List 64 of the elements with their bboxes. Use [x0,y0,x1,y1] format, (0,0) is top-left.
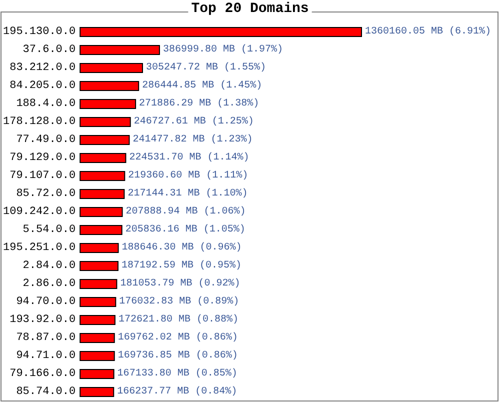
y-tick-label: 85.74.0.0 [16,386,76,398]
bar [80,243,119,253]
y-tick-label: 193.92.0.0 [10,314,76,326]
y-tick-label: 178.128.0.0 [2,116,76,128]
y-tick-label: 2.86.0.0 [22,278,76,290]
data-label: 1360160.05 MB (6.91%) [365,26,492,38]
y-tick-label: 79.107.0.0 [10,170,76,182]
y-tick-label: 79.129.0.0 [10,152,76,164]
y-tick-label: 195.130.0.0 [2,26,76,38]
data-label: 187192.59 MB (0.95%) [121,260,242,272]
bar [80,171,126,181]
y-tick-label: 83.212.0.0 [10,62,76,74]
data-label: 224531.70 MB (1.14%) [129,152,250,164]
bar [80,261,118,271]
data-label: 286444.85 MB (1.45%) [142,80,262,92]
data-label: 386999.80 MB (1.97%) [162,44,283,56]
bar [80,369,114,379]
bar [80,63,143,73]
y-tick-label: 195.251.0.0 [2,242,76,254]
data-label: 217144.31 MB (1.10%) [128,188,248,200]
y-tick-label: 79.166.0.0 [10,368,76,380]
data-label: 176032.83 MB (0.89%) [119,296,240,308]
bar [80,279,118,289]
bar [80,135,130,145]
y-tick-label: 85.72.0.0 [16,188,76,200]
bar [80,153,126,163]
y-tick-label: 94.71.0.0 [16,350,76,362]
data-label: 246727.61 MB (1.25%) [134,116,254,128]
bar [80,189,125,199]
y-tick-label: 94.70.0.0 [16,296,76,308]
y-tick-label: 78.87.0.0 [16,332,76,344]
data-label: 169762.02 MB (0.86%) [118,332,238,344]
data-label: 166237.77 MB (0.84%) [117,386,238,398]
data-label: 207888.94 MB (1.06%) [126,206,246,218]
y-tick-label: 84.205.0.0 [10,80,76,92]
bar [80,81,140,91]
y-tick-label: 37.6.0.0 [22,44,76,56]
chart-title: Top 20 Domains [191,1,309,17]
data-label: 167133.80 MB (0.85%) [117,368,238,380]
bar [80,99,136,109]
y-tick-label: 77.49.0.0 [16,134,76,146]
data-label: 169736.85 MB (0.86%) [118,350,238,362]
bar [80,207,123,217]
bar [80,315,116,325]
y-tick-label: 5.54.0.0 [22,224,76,236]
bar [80,387,114,397]
data-label: 271886.29 MB (1.38%) [139,98,260,110]
data-label: 241477.82 MB (1.23%) [132,134,253,146]
data-label: 172621.80 MB (0.88%) [118,314,238,326]
bar [80,117,131,127]
data-label: 205836.16 MB (1.05%) [125,224,246,236]
bar [80,225,122,235]
data-label: 188646.30 MB (0.96%) [122,242,242,254]
bar [80,27,362,37]
y-tick-label: 188.4.0.0 [16,98,76,110]
bar [80,297,116,307]
data-label: 219360.60 MB (1.11%) [128,170,248,182]
bar [80,333,115,343]
y-tick-label: 109.242.0.0 [2,206,76,218]
bar [80,45,160,55]
data-label: 305247.72 MB (1.55%) [146,62,266,74]
y-tick-label: 2.84.0.0 [22,260,76,272]
data-label: 181053.79 MB (0.92%) [120,278,240,290]
bar [80,351,115,361]
